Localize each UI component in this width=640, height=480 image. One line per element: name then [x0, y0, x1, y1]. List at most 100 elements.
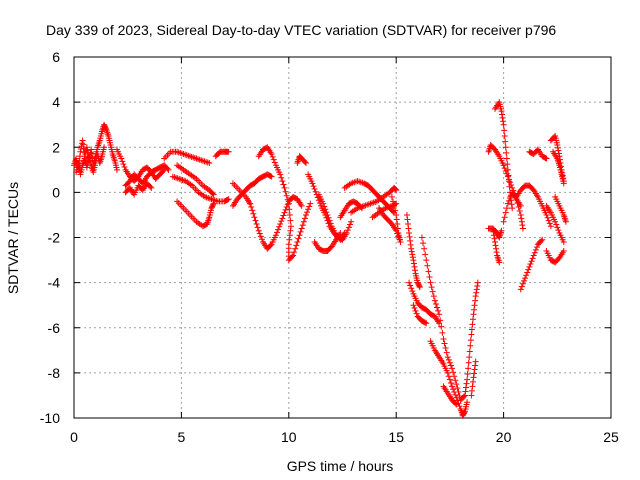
data-point — [436, 311, 443, 318]
data-point — [502, 138, 509, 145]
data-point — [445, 356, 452, 363]
data-point — [552, 218, 559, 225]
data-point — [502, 209, 509, 216]
data-point — [320, 200, 327, 207]
data-point — [277, 220, 284, 227]
data-point — [209, 190, 216, 197]
data-point — [528, 258, 535, 265]
data-point — [305, 206, 312, 213]
data-point — [307, 200, 314, 207]
data-point — [289, 253, 296, 260]
data-point — [392, 185, 399, 192]
data-point — [500, 162, 507, 169]
data-point — [287, 227, 294, 234]
data-point — [121, 163, 128, 170]
data-point — [531, 249, 538, 256]
data-point — [87, 149, 94, 156]
data-point — [416, 284, 423, 291]
data-point — [290, 252, 297, 259]
data-point — [407, 282, 414, 289]
data-point — [281, 184, 288, 191]
data-point — [210, 191, 217, 198]
data-point — [272, 232, 279, 239]
data-point — [267, 173, 274, 180]
data-point — [297, 228, 304, 235]
data-point — [268, 151, 275, 158]
x-tick-label: 20 — [496, 429, 512, 445]
data-point — [420, 240, 427, 247]
grid — [74, 57, 611, 418]
data-point — [321, 203, 328, 210]
data-point — [392, 207, 399, 214]
data-point — [248, 204, 255, 211]
data-point — [311, 185, 318, 192]
data-point — [473, 289, 480, 296]
data-point — [312, 188, 319, 195]
data-point — [298, 202, 305, 209]
y-tick-label: -2 — [48, 230, 61, 246]
data-point — [77, 145, 84, 152]
data-point — [491, 235, 498, 242]
data-point — [444, 369, 451, 376]
data-point — [83, 144, 90, 151]
data-point — [446, 359, 453, 366]
data-point — [277, 171, 284, 178]
data-point — [498, 227, 505, 234]
data-point — [405, 225, 412, 232]
data-point — [270, 156, 277, 163]
data-point — [225, 148, 232, 155]
data-point — [388, 193, 395, 200]
data-point — [437, 317, 444, 324]
data-point — [424, 262, 431, 269]
data-point — [467, 337, 474, 344]
data-point — [492, 242, 499, 249]
data-point — [529, 255, 536, 262]
data-point — [469, 383, 476, 390]
data-point — [88, 146, 95, 153]
data-point — [409, 288, 416, 295]
data-point — [453, 401, 460, 408]
data-point — [256, 230, 263, 237]
data-point — [79, 140, 86, 147]
data-point — [283, 192, 290, 199]
data-point — [501, 127, 508, 134]
data-point — [493, 245, 500, 252]
data-point — [501, 132, 508, 139]
data-point — [452, 391, 459, 398]
data-point — [504, 166, 511, 173]
data-point — [445, 373, 452, 380]
data-point — [474, 283, 481, 290]
data-point — [515, 204, 522, 211]
y-tick-label: 2 — [52, 139, 60, 155]
data-point — [282, 188, 289, 195]
x-tick-label: 0 — [70, 429, 78, 445]
data-point — [323, 209, 330, 216]
data-point — [447, 362, 454, 369]
data-point — [278, 218, 285, 225]
data-point — [164, 165, 171, 172]
data-point — [453, 394, 460, 401]
data-point — [286, 236, 293, 243]
data-point — [287, 217, 294, 224]
data-point — [322, 206, 329, 213]
data-point — [464, 376, 471, 383]
data-point — [337, 229, 344, 236]
data-point — [562, 218, 569, 225]
data-point — [284, 196, 291, 203]
data-point — [280, 212, 287, 219]
data-point — [271, 159, 278, 166]
data-point — [539, 236, 546, 243]
data-point — [496, 259, 503, 266]
data-point — [287, 223, 294, 230]
data-point — [456, 403, 463, 410]
data-point — [498, 111, 505, 118]
y-axis-label: SDTVAR / TECUs — [5, 182, 21, 294]
data-point — [77, 148, 84, 155]
data-point — [88, 150, 95, 157]
data-point — [280, 181, 287, 188]
data-point — [293, 242, 300, 249]
data-point — [466, 354, 473, 361]
data-point — [519, 222, 526, 229]
data-point — [389, 198, 396, 205]
data-point — [327, 220, 334, 227]
